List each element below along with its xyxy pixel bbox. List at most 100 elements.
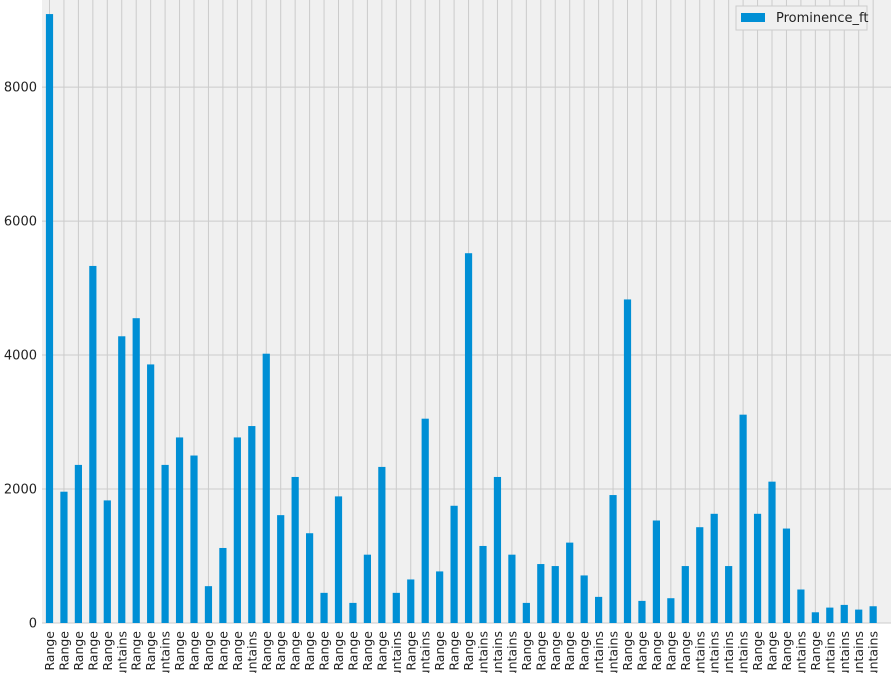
bar (45, 14, 54, 623)
x-tick-label: o Range (331, 631, 346, 673)
x-tick-label: untains (504, 631, 519, 673)
x-tick-label: o Range (808, 631, 823, 673)
x-tick-label: o Range (201, 631, 216, 673)
x-tick-label: c Range (172, 631, 187, 673)
bar (277, 515, 285, 623)
x-axis-ticks: o Range o Range o Range o Range o Range untai… (42, 631, 881, 673)
y-tick-label: 2000 (4, 483, 37, 498)
bar (508, 554, 516, 623)
bar (840, 604, 848, 623)
x-tick-label: untains (866, 631, 881, 673)
bar (132, 318, 140, 623)
bar (595, 596, 603, 623)
bar (782, 528, 791, 623)
bar (60, 491, 68, 623)
bar (623, 299, 632, 623)
x-tick-label: untains (606, 631, 621, 673)
bar (580, 575, 588, 623)
x-tick-label: untains (707, 631, 722, 673)
bar (334, 496, 343, 623)
x-tick-label: o Range (302, 631, 317, 673)
x-tick-label: c Range (577, 631, 592, 673)
x-tick-label: untains (158, 631, 173, 673)
bar (291, 476, 299, 623)
bar (681, 566, 689, 623)
x-tick-label: o Range (85, 631, 100, 673)
bars (45, 14, 877, 623)
x-tick-label: untains (389, 631, 404, 673)
bar (667, 598, 675, 623)
bar (753, 513, 762, 623)
x-tick-label: o Range (403, 631, 418, 673)
bar (103, 500, 111, 623)
bar (306, 533, 314, 623)
x-tick-label: untains (721, 631, 736, 673)
y-tick-label: 6000 (4, 215, 37, 230)
x-tick-label: o Range (447, 631, 462, 673)
x-tick-label: untains (851, 631, 866, 673)
bar (262, 353, 270, 623)
x-tick-label: o Range (548, 631, 563, 673)
y-tick-label: 0 (29, 617, 37, 632)
legend-label: Prominence_ft (776, 11, 868, 26)
bar (175, 437, 184, 623)
x-tick-label: o Range (100, 631, 115, 673)
x-tick-label: untains (692, 631, 707, 673)
bar (219, 547, 227, 623)
x-tick-label: untains (476, 631, 491, 673)
y-tick-label: 8000 (4, 81, 37, 96)
x-tick-label: o Range (143, 631, 158, 673)
x-tick-label: o Range (620, 631, 635, 673)
bar (811, 612, 819, 623)
x-tick-label: c Range (461, 631, 476, 673)
x-tick-label: o Range (562, 631, 577, 673)
x-tick-label: o Range (259, 631, 274, 673)
x-tick-label: o Range (288, 631, 303, 673)
legend-swatch (741, 13, 765, 22)
bar (363, 554, 371, 623)
bar (739, 414, 747, 623)
bar (551, 566, 559, 623)
bar (537, 564, 545, 623)
x-tick-label: untains (591, 631, 606, 673)
y-axis-ticks: 0 2000 4000 6000 8000 (4, 81, 37, 632)
bar (652, 520, 660, 623)
bar (609, 495, 617, 623)
bar (869, 606, 877, 623)
x-tick-label: o Range (317, 631, 332, 673)
bar (421, 418, 429, 623)
bar (710, 513, 718, 623)
bar (479, 545, 487, 623)
bar (450, 505, 458, 623)
bar (493, 476, 502, 623)
bar (233, 437, 241, 623)
x-tick-label: untains (114, 631, 129, 673)
bar (638, 600, 646, 623)
x-tick-label: untains (793, 631, 808, 673)
x-tick-label: o Range (129, 631, 144, 673)
bar (74, 464, 82, 623)
bar (190, 455, 198, 623)
bar (89, 265, 97, 623)
x-tick-label: o Range (750, 631, 765, 673)
x-tick-label: o Range (187, 631, 202, 673)
x-tick-label: o Range (519, 631, 534, 673)
x-tick-label: untains (736, 631, 751, 673)
x-tick-label: c Range (230, 631, 245, 673)
bar (797, 589, 805, 623)
x-tick-label: o Range (678, 631, 693, 673)
bar (204, 586, 213, 623)
x-tick-label: c Range (215, 631, 230, 673)
x-tick-label: untains (822, 631, 837, 673)
x-tick-label: o Range (273, 631, 288, 673)
bar (826, 607, 834, 623)
y-tick-label: 4000 (4, 349, 37, 364)
x-tick-label: o Range (360, 631, 375, 673)
bar (522, 602, 530, 623)
bar (349, 602, 357, 623)
x-tick-label: untains (244, 631, 259, 673)
bar (855, 609, 863, 623)
bar (725, 566, 733, 623)
bar (768, 481, 776, 623)
